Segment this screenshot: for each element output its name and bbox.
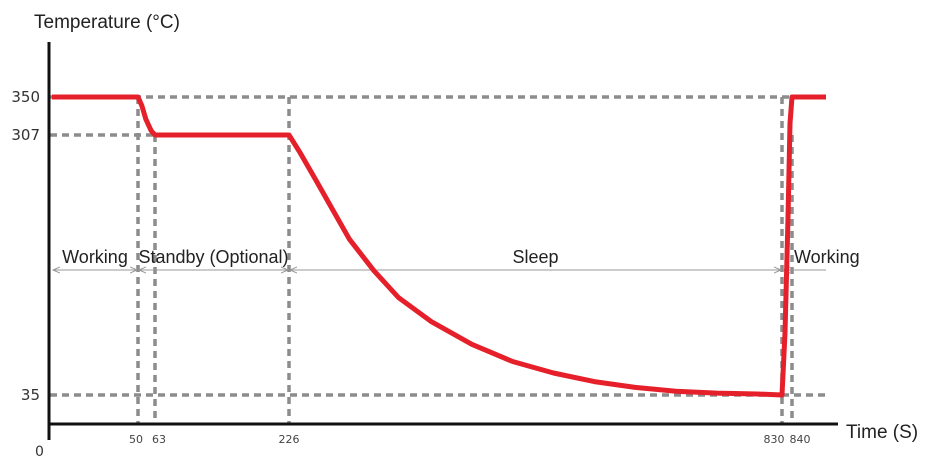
y-tick-label: 35 [21,386,40,404]
phase-label: Working [794,247,860,267]
temperature-series-line [52,94,826,398]
axes [47,42,838,440]
x-tick-label: 226 [279,433,300,446]
x-tick-label: 830 [764,433,785,446]
phase-label: Working [62,247,128,267]
x-tick-label: 63 [152,433,166,446]
y-tick-labels: 350 307 35 [11,88,40,404]
x-tick-label: 840 [790,433,811,446]
x-tick-labels: 50 63 226 830 840 [129,433,811,446]
y-tick-label: 350 [11,88,40,106]
phase-labels: Working Standby (Optional) Sleep Working [62,247,860,267]
phase-label: Sleep [512,247,558,267]
origin-label: 0 [35,444,44,457]
x-axis-label: Time (S) [846,422,918,443]
y-axis-label: Temperature (°C) [34,12,180,33]
reference-lines [50,95,826,424]
series-group [52,94,826,398]
y-tick-label: 307 [11,126,40,144]
phase-label: Standby (Optional) [138,247,288,267]
x-tick-label: 50 [129,433,143,446]
